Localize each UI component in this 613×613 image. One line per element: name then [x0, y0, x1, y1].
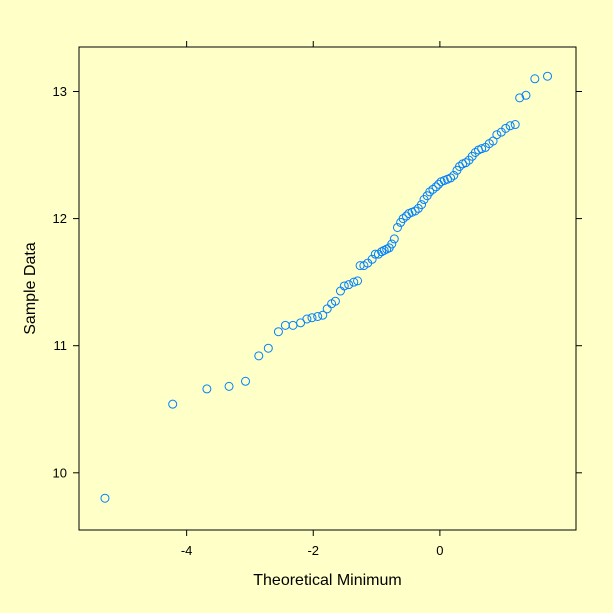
data-point — [410, 206, 420, 216]
data-point — [344, 280, 354, 290]
data-point — [521, 90, 531, 100]
data-points — [100, 71, 553, 503]
data-point — [318, 310, 328, 320]
data-point — [263, 343, 273, 353]
data-point — [224, 381, 234, 391]
data-point — [477, 144, 487, 154]
data-point — [370, 249, 380, 259]
data-point — [428, 184, 438, 194]
data-point — [288, 320, 298, 330]
y-tick-label: 13 — [53, 84, 67, 99]
data-point — [446, 173, 456, 183]
y-tick-label: 10 — [53, 465, 67, 480]
data-point — [280, 320, 290, 330]
data-point — [339, 281, 349, 291]
data-point — [425, 187, 435, 197]
data-point — [515, 93, 525, 103]
y-tick-label: 12 — [53, 211, 67, 226]
data-point — [202, 384, 212, 394]
data-point — [349, 277, 359, 287]
plot-frame — [78, 46, 577, 531]
data-point — [417, 200, 427, 210]
x-tick-label: 0 — [436, 543, 443, 558]
data-point — [392, 222, 402, 232]
data-point — [510, 120, 520, 130]
data-point — [241, 376, 251, 386]
data-point — [543, 71, 553, 81]
x-tick-label: -4 — [181, 543, 193, 558]
data-point — [389, 234, 399, 244]
data-point — [492, 130, 502, 140]
data-point — [307, 313, 317, 323]
data-point — [431, 182, 441, 192]
y-axis-title: Sample Data — [22, 242, 39, 335]
data-point — [387, 239, 397, 249]
data-point — [330, 296, 340, 306]
data-point — [505, 121, 515, 131]
data-point — [168, 399, 178, 409]
data-point — [501, 123, 511, 133]
data-point — [313, 311, 323, 321]
data-point — [302, 314, 312, 324]
data-point — [530, 74, 540, 84]
data-point — [461, 158, 471, 168]
data-point — [254, 351, 264, 361]
axis-ticks: -4 -2 0 10 11 12 13 — [53, 41, 582, 558]
x-axis-title: Theoretical Minimum — [253, 572, 401, 589]
x-tick-label: -2 — [307, 543, 319, 558]
data-point — [100, 493, 110, 503]
data-point — [398, 214, 408, 224]
data-point — [273, 327, 283, 337]
data-point — [449, 170, 459, 180]
data-point — [322, 304, 332, 314]
data-point — [367, 254, 377, 264]
data-point — [353, 276, 363, 286]
y-tick-label: 11 — [54, 338, 68, 353]
